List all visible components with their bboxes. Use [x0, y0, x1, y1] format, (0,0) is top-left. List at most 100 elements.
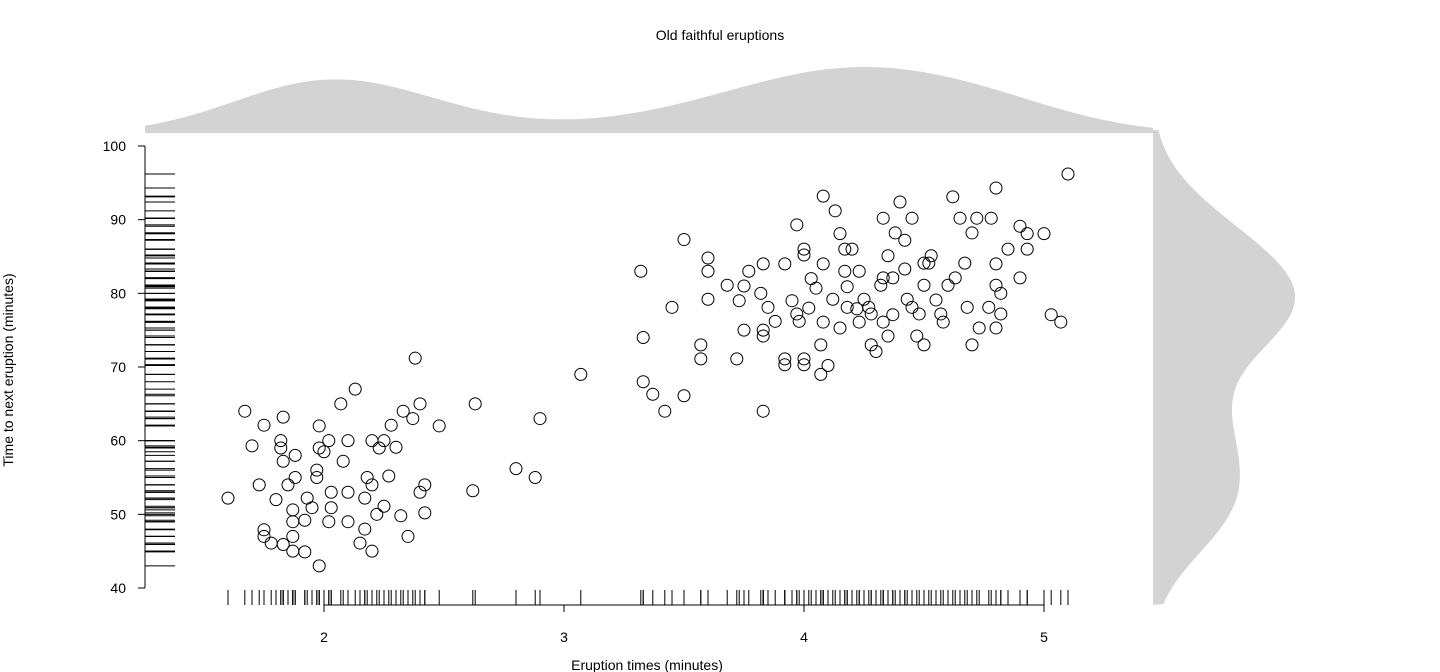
data-point — [948, 271, 962, 285]
data-point — [761, 300, 775, 314]
data-point — [636, 331, 650, 345]
data-point — [790, 218, 804, 232]
data-point — [322, 434, 336, 448]
data-point — [852, 315, 866, 329]
data-point — [413, 397, 427, 411]
data-point — [298, 545, 312, 559]
data-point — [802, 301, 816, 315]
data-point — [389, 440, 403, 454]
data-point — [298, 513, 312, 527]
data-point — [408, 351, 422, 365]
top-density-area — [145, 67, 1153, 133]
data-point — [324, 501, 338, 515]
data-point — [862, 300, 876, 314]
data-point — [274, 434, 288, 448]
data-point — [778, 358, 792, 372]
data-point — [826, 292, 840, 306]
data-point — [281, 478, 295, 492]
data-point — [336, 454, 350, 468]
data-point — [341, 485, 355, 499]
data-point — [924, 249, 938, 263]
x-tick-label: 3 — [560, 629, 568, 645]
data-point — [893, 195, 907, 209]
data-point — [694, 352, 708, 366]
data-point — [701, 251, 715, 265]
data-point — [353, 536, 367, 550]
data-point — [994, 286, 1008, 300]
x-tick-label: 4 — [800, 629, 808, 645]
data-point — [286, 544, 300, 558]
y-tick-label: 50 — [110, 506, 126, 522]
data-point — [881, 249, 895, 263]
data-point — [286, 515, 300, 529]
data-point — [418, 478, 432, 492]
data-point — [989, 257, 1003, 271]
data-point — [886, 308, 900, 322]
data-point — [694, 338, 708, 352]
data-point — [221, 491, 235, 505]
data-point — [377, 434, 391, 448]
data-point — [413, 485, 427, 499]
data-point — [312, 441, 326, 455]
data-point — [929, 293, 943, 307]
data-point — [1013, 219, 1027, 233]
data-point — [946, 190, 960, 204]
data-point — [917, 338, 931, 352]
data-point — [910, 329, 924, 343]
data-point — [360, 471, 374, 484]
data-point — [252, 478, 266, 492]
data-point — [936, 315, 950, 329]
data-point — [970, 211, 984, 225]
right-density — [1153, 130, 1295, 605]
data-point — [941, 278, 955, 292]
x-axis-label: Eruption times (minutes) — [571, 657, 723, 672]
data-point — [790, 307, 804, 321]
data-point — [358, 522, 372, 536]
data-point — [286, 503, 300, 517]
data-point — [276, 410, 290, 424]
data-point — [257, 529, 271, 543]
data-point — [797, 358, 811, 372]
y-tick-label: 90 — [110, 212, 126, 228]
data-point — [317, 445, 331, 459]
data-point — [334, 397, 348, 411]
data-point — [768, 314, 782, 328]
data-point — [821, 359, 835, 373]
data-point — [864, 307, 878, 321]
data-point — [804, 272, 818, 286]
data-point — [840, 300, 854, 314]
data-point — [1061, 167, 1075, 181]
data-point — [310, 463, 324, 477]
data-point — [869, 345, 883, 359]
data-point — [720, 278, 734, 292]
data-point — [960, 300, 974, 314]
data-point — [418, 506, 432, 520]
points — [221, 167, 1075, 573]
right-density-area — [1153, 130, 1295, 605]
data-point — [898, 233, 912, 247]
data-point — [305, 501, 319, 515]
data-point — [994, 307, 1008, 321]
data-point — [816, 257, 830, 271]
data-point — [898, 262, 912, 276]
data-point — [874, 278, 888, 292]
y-tick-label: 80 — [110, 285, 126, 301]
data-point — [528, 471, 542, 484]
data-point — [972, 321, 986, 335]
data-point — [864, 338, 878, 352]
data-point — [365, 478, 379, 492]
data-point — [394, 509, 408, 523]
data-point — [900, 292, 914, 306]
data-point — [730, 352, 744, 366]
data-point — [958, 256, 972, 270]
data-point — [838, 242, 852, 256]
data-point — [989, 321, 1003, 335]
x-tick-label: 2 — [320, 629, 328, 645]
data-point — [324, 485, 338, 499]
data-point — [1044, 308, 1058, 322]
data-point — [833, 227, 847, 241]
data-point — [384, 418, 398, 432]
data-point — [1020, 242, 1034, 256]
data-point — [1054, 315, 1068, 329]
